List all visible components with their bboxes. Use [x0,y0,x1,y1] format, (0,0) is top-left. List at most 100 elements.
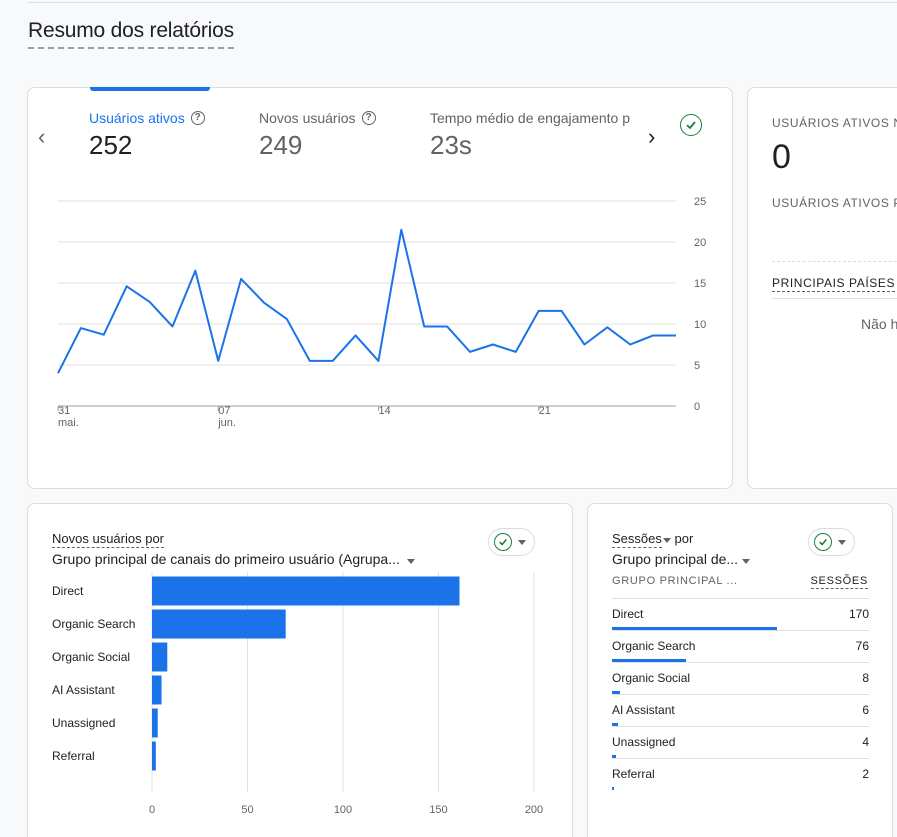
metric-value: 249 [259,130,303,160]
chevron-left-icon[interactable]: ‹ [38,124,46,149]
x-tick-month-label: jun. [217,417,236,429]
x-tick-label: 21 [539,405,551,417]
sessions-card: Sessões por Grupo principal de... GRUPO … [587,503,893,837]
bar [152,609,286,639]
row-value: 170 [848,607,869,621]
y-tick-label: 0 [694,401,700,413]
check-circle-icon [814,533,832,551]
top-countries-label: PRINCIPAIS PAÍSES [772,276,896,292]
row-label: Organic Search [612,639,696,653]
caret-down-icon [518,539,526,545]
column-header-sessions[interactable]: SESSÕES [810,575,868,589]
top-divider [28,2,897,3]
category-label: AI Assistant [52,683,115,697]
bar [152,675,162,705]
check-circle-icon[interactable] [680,114,702,136]
realtime-subtitle: USUÁRIOS ATIVOS PO [772,196,897,210]
help-icon[interactable]: ? [361,111,376,125]
sessions-title-metric: Sessões [612,531,662,548]
row-bar [612,659,686,662]
category-label: Organic Search [52,617,135,631]
realtime-value: 0 [772,138,791,176]
overview-card: ‹ Usuários ativos? 252 Novos usuários? 2… [27,87,733,489]
active-tab-indicator [90,87,210,91]
x-tick-label: 200 [525,804,543,816]
row-value: 76 [855,639,869,653]
category-label: Organic Social [52,650,130,664]
compare-dropdown-button[interactable] [488,528,535,556]
row-label: Organic Social [612,671,691,685]
metric-engagement-time[interactable]: Tempo médio de engajamento p 23s [430,110,638,161]
table-row[interactable]: Direct 170 [612,598,869,630]
x-tick-label: 150 [429,804,447,816]
sessions-title[interactable]: Sessões por [612,531,694,548]
metric-label: Usuários ativos [89,110,185,126]
y-tick-label: 20 [694,237,706,249]
no-data-text: Não h [861,316,897,332]
row-value: 6 [862,703,869,717]
sessions-title-por: por [674,531,694,546]
table-row[interactable]: Organic Search 76 [612,630,869,662]
y-tick-label: 25 [694,196,706,208]
caret-down-icon [838,539,846,545]
realtime-card: USUÁRIOS ATIVOS NO 0 USUÁRIOS ATIVOS PO … [747,87,897,489]
new-users-by-channel-card: Novos usuários por Grupo principal de ca… [27,503,573,837]
x-tick-label: 0 [149,804,155,816]
table-row[interactable]: AI Assistant 6 [612,694,869,726]
category-label: Referral [52,749,95,763]
caret-down-icon [662,538,671,543]
bar [152,708,158,738]
table-row[interactable]: Unassigned 4 [612,726,869,758]
metric-new-users[interactable]: Novos usuários? 249 [259,110,376,161]
table-row[interactable]: Referral 2 [612,758,869,790]
dimension-selector[interactable]: Grupo principal de canais do primeiro us… [52,551,415,567]
dimension-label: Grupo principal de canais do primeiro us… [52,551,400,567]
page-title: Resumo dos relatórios [28,19,234,49]
row-label: Unassigned [612,735,676,749]
column-header-label: SESSÕES [810,575,868,589]
chevron-right-icon[interactable]: › [648,124,656,149]
x-tick-month-label: mai. [58,417,79,429]
x-tick-label: 100 [334,804,352,816]
sessions-dimension-selector[interactable]: Grupo principal de... [612,551,750,567]
card-title-metric[interactable]: Novos usuários por [52,531,164,548]
caret-down-icon [741,559,750,564]
compare-dropdown-button[interactable] [808,528,855,556]
row-bar [612,627,777,630]
row-value: 2 [862,767,869,781]
row-bar [612,787,614,790]
row-label: Direct [612,607,644,621]
row-bar [612,755,616,758]
x-tick-label: 50 [241,804,253,816]
y-tick-label: 10 [694,319,706,331]
bar [152,642,168,672]
row-value: 4 [862,735,869,749]
bar [152,576,460,606]
divider [772,298,897,299]
metric-active-users[interactable]: Usuários ativos? 252 [89,110,205,161]
row-value: 8 [862,671,869,685]
category-label: Unassigned [52,716,115,730]
column-header-dimension: GRUPO PRINCIPAL ... [612,575,738,587]
series-line [57,228,676,374]
metric-value: 252 [89,130,133,160]
title-line1: Novos usuários por [52,531,164,548]
row-label: Referral [612,767,655,781]
row-bar [612,691,620,694]
row-label: AI Assistant [612,703,675,717]
category-label: Direct [52,584,84,598]
x-tick-label: 31 [58,405,70,417]
check-circle-icon [494,533,512,551]
top-countries-title: PRINCIPAIS PAÍSES [772,276,896,292]
realtime-title: USUÁRIOS ATIVOS NO [772,116,897,130]
metric-label: Novos usuários [259,110,356,126]
table-row[interactable]: Organic Social 8 [612,662,869,694]
metric-label: Tempo médio de engajamento p [430,110,631,126]
help-icon[interactable]: ? [190,111,205,125]
y-tick-label: 5 [694,360,700,372]
new-users-bar-chart: 0 50 100 150 200 Direct Organic Search Organic … [52,572,543,816]
dimension-label: Grupo principal de... [612,551,739,567]
divider [772,261,897,262]
x-tick-label: 14 [378,405,390,417]
y-tick-label: 15 [694,278,706,290]
